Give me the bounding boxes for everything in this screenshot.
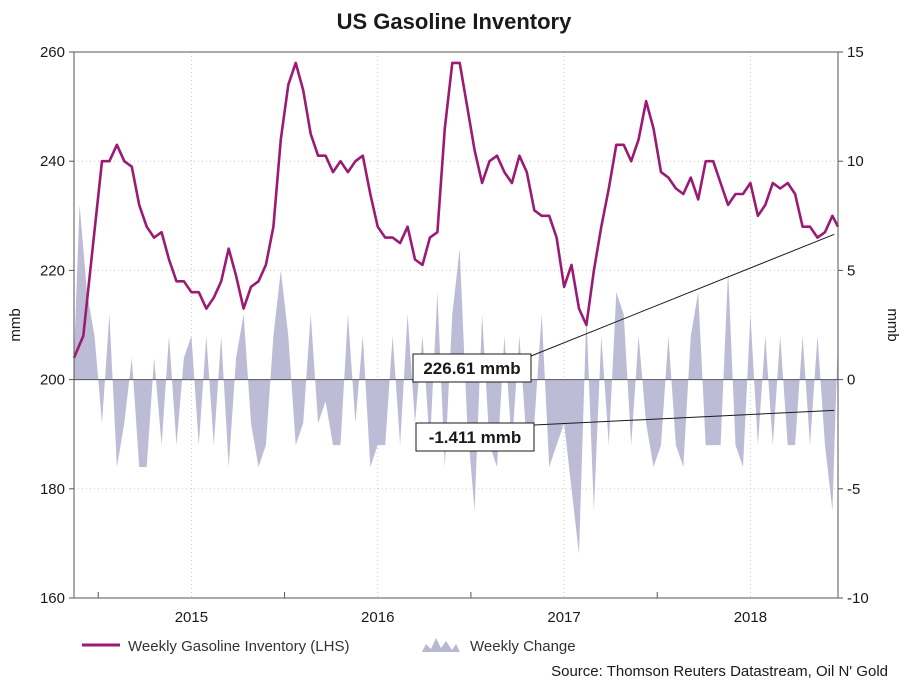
left-tick-label-240: 240 <box>40 153 65 170</box>
x-tick-label-2018: 2018 <box>734 609 767 626</box>
left-tick-label-200: 200 <box>40 372 65 389</box>
legend-swatch-weekly-change <box>422 638 460 652</box>
left-tick-label-220: 220 <box>40 262 65 279</box>
right-axis: -10 -5 0 5 10 15 <box>838 44 869 607</box>
x-tick-label-2015: 2015 <box>175 609 208 626</box>
annotation-box-0 <box>412 353 532 383</box>
chart-title: US Gasoline Inventory <box>337 9 572 34</box>
annotation-label-1: -1.411 mmb <box>429 428 522 447</box>
plot-frame <box>73 51 839 599</box>
inventory-line-layer <box>72 61 840 359</box>
right-tick-label--10: -10 <box>847 590 869 607</box>
source-note: Source: Thomson Reuters Datastream, Oil … <box>551 663 888 680</box>
legend: Weekly Gasoline Inventory (LHS) Weekly C… <box>82 638 576 655</box>
x-axis: 2015 2016 2017 2018 <box>175 609 767 626</box>
right-tick-label-0: 0 <box>847 372 855 389</box>
annotation-leader-1 <box>533 409 835 426</box>
right-tick-label-5: 5 <box>847 262 855 279</box>
annotation-layer: 226.61 mmb -1.411 mmb <box>412 233 835 452</box>
annotation-box-1 <box>415 422 535 452</box>
right-axis-label: mmb <box>884 308 901 341</box>
right-tick-label-10: 10 <box>847 153 864 170</box>
annotation-label-0: 226.61 mmb <box>423 359 520 378</box>
inventory-line <box>72 61 840 359</box>
x-tick-label-2016: 2016 <box>361 609 394 626</box>
left-axis-label: mmb <box>7 308 24 341</box>
right-tick-label--5: -5 <box>847 481 860 498</box>
left-tick-label-180: 180 <box>40 481 65 498</box>
annotation-leader-0 <box>530 233 835 357</box>
left-tick-label-160: 160 <box>40 590 65 607</box>
left-tick-label-260: 260 <box>40 44 65 61</box>
x-tick-label-2017: 2017 <box>547 609 580 626</box>
legend-label-inventory: Weekly Gasoline Inventory (LHS) <box>128 638 349 655</box>
left-axis: 160 180 200 220 240 260 <box>40 44 74 607</box>
legend-label-weekly-change: Weekly Change <box>470 638 576 655</box>
right-tick-label-15: 15 <box>847 44 864 61</box>
